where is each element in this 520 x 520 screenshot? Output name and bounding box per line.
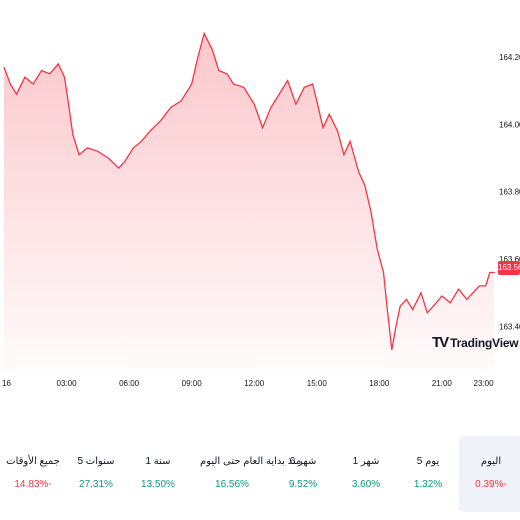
- period-tab-5[interactable]: 1 سنة 13.50%: [126, 436, 190, 512]
- y-tick-label: 163.800: [499, 188, 520, 197]
- period-label: جميع الأوقات: [6, 456, 60, 467]
- period-tab-0[interactable]: اليوم 0.39%-: [459, 436, 520, 512]
- period-label: 5 سنوات: [77, 456, 115, 467]
- y-tick-label: 163.400: [499, 322, 520, 331]
- tradingview-watermark[interactable]: TV TradingView: [432, 334, 519, 351]
- period-change-value: 0.39%-: [475, 479, 507, 490]
- x-tick-label: 12:00: [244, 379, 265, 388]
- chart-svg[interactable]: 164.200 164.000 163.800 163.600 163.400 16 03…: [0, 0, 520, 400]
- period-label: 1 شهر: [352, 456, 380, 467]
- period-tab-3[interactable]: 6 شهر 9.52%: [271, 436, 335, 512]
- period-change-value: 3.60%: [351, 479, 381, 490]
- period-tab-6[interactable]: 5 سنوات 27.31%: [64, 436, 128, 512]
- tradingview-logo-icon: TV: [432, 334, 449, 351]
- period-selector: اليوم 0.39%- 5 يوم 1.32% 1 شهر 3.60% 6 شهر 9.52…: [0, 430, 520, 520]
- y-tick-label: 163.600: [499, 255, 520, 264]
- last-price-label: 163.562: [498, 261, 520, 275]
- x-tick-label: 16: [2, 379, 11, 388]
- x-tick-label: 18:00: [369, 379, 390, 388]
- period-label: 6 شهر: [289, 456, 317, 467]
- y-tick-label: 164.000: [499, 120, 520, 129]
- period-tab-4[interactable]: منذ بداية العام حتى اليوم 16.56%: [200, 436, 302, 512]
- period-tab-1[interactable]: 5 يوم 1.32%: [396, 436, 460, 512]
- y-axis: 164.200 164.000 163.800 163.600 163.400: [499, 53, 520, 331]
- period-change-value: 27.31%: [79, 479, 113, 490]
- x-tick-label: 09:00: [182, 379, 203, 388]
- x-axis: 16 03:00 06:00 09:00 12:00 15:00 18:00 21:00 23:…: [2, 379, 494, 388]
- period-change-value: 14.83%-: [14, 479, 52, 490]
- y-tick-label: 164.200: [499, 53, 520, 62]
- period-label: 1 سنة: [145, 456, 171, 467]
- period-tab-2[interactable]: 1 شهر 3.60%: [334, 436, 398, 512]
- price-area: [4, 33, 494, 370]
- period-label: منذ بداية العام حتى اليوم: [200, 456, 302, 467]
- period-change-value: 16.56%: [215, 479, 249, 490]
- price-line: [3, 31, 494, 351]
- period-label: 5 يوم: [416, 456, 440, 467]
- price-chart[interactable]: 164.200 164.000 163.800 163.600 163.400 16 03…: [0, 0, 520, 400]
- period-change-value: 9.52%: [288, 479, 318, 490]
- watermark-text: TradingView: [450, 335, 519, 350]
- period-tab-7[interactable]: جميع الأوقات 14.83%-: [1, 436, 65, 512]
- x-tick-label: 06:00: [119, 379, 140, 388]
- period-change-value: 1.32%: [413, 479, 443, 490]
- period-change-value: 13.50%: [141, 479, 175, 490]
- period-label: اليوم: [480, 456, 502, 467]
- x-tick-label: 23:00: [474, 379, 495, 388]
- x-tick-label: 15:00: [307, 379, 328, 388]
- x-tick-label: 21:00: [432, 379, 453, 388]
- x-tick-label: 03:00: [57, 379, 78, 388]
